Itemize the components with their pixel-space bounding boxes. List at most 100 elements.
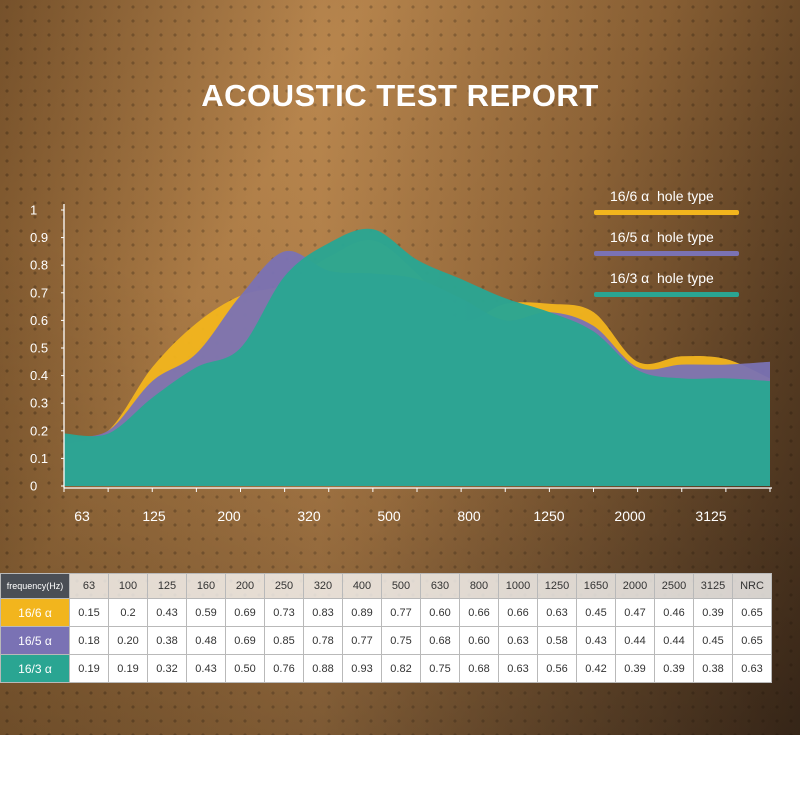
x-tick-label: 3125 <box>695 508 726 524</box>
table-cell: 0.68 <box>420 626 460 655</box>
table-cell: 0.93 <box>342 654 382 683</box>
x-tick-label: 320 <box>297 508 321 524</box>
table-cell: 0.20 <box>108 626 148 655</box>
y-tick-label: 0.2 <box>30 423 48 438</box>
y-tick-label: 0.7 <box>30 285 48 300</box>
table-cell: 0.45 <box>693 626 733 655</box>
table-cell: 0.39 <box>654 654 694 683</box>
x-tick-label: 800 <box>457 508 481 524</box>
table-cell: 0.19 <box>69 654 109 683</box>
table-cell: 0.68 <box>459 654 499 683</box>
table-cell: 0.47 <box>615 598 655 627</box>
absorption-area-chart: 0 0.1 0.2 0.3 0.4 0.5 0.6 0.7 0.8 0.9 1 63 125 200 320… <box>30 203 770 524</box>
table-cell: 0.63 <box>498 626 538 655</box>
table-cell: 0.38 <box>693 654 733 683</box>
table-cell: 0.77 <box>342 626 382 655</box>
table-cell: 0.89 <box>342 598 382 627</box>
table-col-header: 1000 <box>498 573 538 599</box>
table-col-header: 800 <box>459 573 499 599</box>
table-cell: 0.82 <box>381 654 421 683</box>
table-cell: 0.65 <box>732 598 772 627</box>
legend-item-16-5: 16/5 α hole type <box>592 226 752 267</box>
x-tick-label: 125 <box>142 508 166 524</box>
table-cell: 0.66 <box>459 598 499 627</box>
table-cell: 0.58 <box>537 626 577 655</box>
chart-legend: 16/6 α hole type 16/5 α hole type 16/3 α… <box>592 185 752 308</box>
table-col-header: 160 <box>186 573 226 599</box>
x-tick-label: 200 <box>217 508 241 524</box>
y-tick-label: 0.1 <box>30 451 48 466</box>
table-header-row: frequency(Hz) 63 100 125 160 200 250 320… <box>0 573 772 599</box>
table-col-header: NRC <box>732 573 772 599</box>
legend-label: 16/6 α hole type <box>610 188 714 204</box>
table-cell: 0.63 <box>498 654 538 683</box>
table-row: 16/3 α 0.19 0.19 0.32 0.43 0.50 0.76 0.8… <box>0 654 772 683</box>
table-cell: 0.18 <box>69 626 109 655</box>
legend-item-16-6: 16/6 α hole type <box>592 185 752 226</box>
table-cell: 0.75 <box>420 654 460 683</box>
table-cell: 0.45 <box>576 598 616 627</box>
y-tick-label: 0.9 <box>30 230 48 245</box>
table-cell: 0.39 <box>693 598 733 627</box>
table-col-header: 200 <box>225 573 265 599</box>
table-cell: 0.56 <box>537 654 577 683</box>
row-label-16-6: 16/6 α <box>0 598 70 627</box>
table-col-header: 100 <box>108 573 148 599</box>
y-tick-label: 0.8 <box>30 258 48 273</box>
x-tick-label: 1250 <box>533 508 564 524</box>
table-col-header: 320 <box>303 573 343 599</box>
y-tick-label: 0 <box>30 479 37 494</box>
table-row: 16/6 α 0.15 0.2 0.43 0.59 0.69 0.73 0.83… <box>0 598 772 627</box>
table-cell: 0.73 <box>264 598 304 627</box>
table-cell: 0.50 <box>225 654 265 683</box>
table-cell: 0.88 <box>303 654 343 683</box>
table-cell: 0.43 <box>186 654 226 683</box>
table-col-header: 500 <box>381 573 421 599</box>
legend-swatch <box>594 292 739 297</box>
y-tick-label: 0.6 <box>30 313 48 328</box>
table-cell: 0.60 <box>420 598 460 627</box>
table-cell: 0.48 <box>186 626 226 655</box>
table-col-header: 63 <box>69 573 109 599</box>
legend-label: 16/3 α hole type <box>610 270 714 286</box>
table-cell: 0.43 <box>147 598 187 627</box>
table-cell: 0.75 <box>381 626 421 655</box>
table-cell: 0.66 <box>498 598 538 627</box>
table-cell: 0.39 <box>615 654 655 683</box>
legend-swatch <box>594 210 739 215</box>
legend-item-16-3: 16/3 α hole type <box>592 267 752 308</box>
table-col-header: 2500 <box>654 573 694 599</box>
table-cell: 0.60 <box>459 626 499 655</box>
absorption-data-table: frequency(Hz) 63 100 125 160 200 250 320… <box>0 573 772 683</box>
table-row: 16/5 α 0.18 0.20 0.38 0.48 0.69 0.85 0.7… <box>0 626 772 655</box>
table-cell: 0.65 <box>732 626 772 655</box>
y-tick-label: 0.5 <box>30 341 48 356</box>
row-label-16-3: 16/3 α <box>0 654 70 683</box>
x-tick-label: 500 <box>377 508 401 524</box>
y-tick-label: 1 <box>30 203 37 218</box>
table-corner-label: frequency(Hz) <box>0 573 70 599</box>
table-cell: 0.44 <box>615 626 655 655</box>
table-cell: 0.63 <box>537 598 577 627</box>
y-tick-label: 0.3 <box>30 396 48 411</box>
table-col-header: 2000 <box>615 573 655 599</box>
page-title: ACOUSTIC TEST REPORT <box>201 78 599 113</box>
x-tick-label: 2000 <box>614 508 645 524</box>
table-cell: 0.69 <box>225 598 265 627</box>
table-col-header: 3125 <box>693 573 733 599</box>
table-cell: 0.19 <box>108 654 148 683</box>
legend-label: 16/5 α hole type <box>610 229 714 245</box>
x-tick-label: 63 <box>74 508 90 524</box>
table-cell: 0.83 <box>303 598 343 627</box>
table-cell: 0.15 <box>69 598 109 627</box>
table-col-header: 400 <box>342 573 382 599</box>
table-cell: 0.44 <box>654 626 694 655</box>
table-cell: 0.2 <box>108 598 148 627</box>
table-cell: 0.78 <box>303 626 343 655</box>
table-cell: 0.63 <box>732 654 772 683</box>
table-cell: 0.42 <box>576 654 616 683</box>
table-cell: 0.43 <box>576 626 616 655</box>
table-col-header: 1650 <box>576 573 616 599</box>
table-cell: 0.69 <box>225 626 265 655</box>
table-cell: 0.76 <box>264 654 304 683</box>
